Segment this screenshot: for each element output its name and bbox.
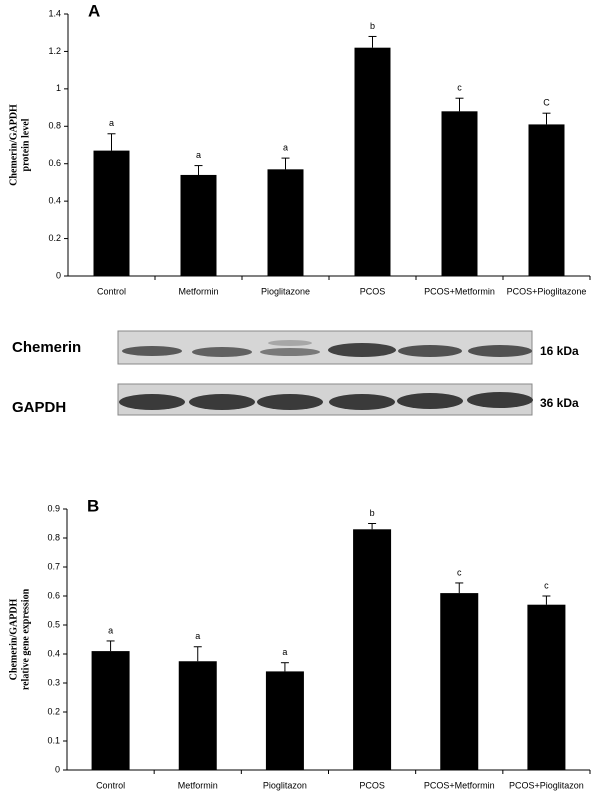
significance-letter: b [370, 21, 375, 31]
significance-letter: a [283, 142, 288, 152]
bar [353, 529, 392, 770]
bands [119, 340, 533, 410]
y-axis-label: Chemerin/GAPDH [8, 104, 19, 186]
y-tick-label: 0.7 [47, 561, 60, 571]
significance-letter: a [108, 625, 113, 635]
y-tick-label: 0.1 [47, 735, 60, 745]
y-tick-label: 0.2 [48, 233, 61, 243]
y-tick-label: 0.5 [47, 619, 60, 629]
bar [267, 169, 304, 276]
panel-label: B [87, 496, 99, 515]
y-tick-label: 0.4 [47, 648, 60, 658]
x-tick-label: PCOS+Metformin [424, 780, 495, 790]
x-tick-label: Pioglitazon [263, 780, 307, 790]
bar [178, 661, 217, 770]
blot-frame [117, 330, 533, 365]
bar [527, 604, 566, 770]
bar [265, 671, 304, 770]
bar [354, 47, 391, 276]
x-tick-label: PCOS [359, 780, 385, 790]
x-tick-label: PCOS+Metformin [424, 286, 495, 296]
bar [91, 651, 130, 770]
protein-label: GAPDH [12, 399, 66, 416]
y-axis-label: protein level [20, 118, 31, 171]
y-tick-label: 0.4 [48, 196, 61, 206]
bar [93, 150, 130, 276]
x-tick-label: PCOS+Pioglitazone [507, 286, 587, 296]
x-tick-label: Control [96, 780, 125, 790]
x-tick-label: Control [97, 286, 126, 296]
significance-letter: a [282, 647, 287, 657]
y-tick-label: 1.2 [48, 46, 61, 56]
size-label: 16 kDa [540, 344, 579, 358]
protein-label: Chemerin [12, 339, 81, 356]
significance-letter: a [196, 150, 201, 160]
x-tick-label: Pioglitazone [261, 286, 310, 296]
size-label: 36 kDa [540, 396, 579, 410]
x-tick-label: Metformin [178, 780, 218, 790]
significance-letter: b [370, 508, 375, 518]
y-tick-label: 0.2 [47, 706, 60, 716]
y-tick-label: 0.6 [47, 590, 60, 600]
y-tick-label: 0.6 [48, 158, 61, 168]
y-tick-label: 0.8 [47, 532, 60, 542]
y-axis-label: Chemerin/GAPDH [8, 598, 19, 680]
y-tick-label: 0.9 [47, 503, 60, 513]
y-tick-label: 0.3 [47, 677, 60, 687]
significance-letter: c [457, 567, 462, 577]
bar [440, 593, 479, 770]
y-tick-label: 0 [56, 270, 61, 280]
significance-letter: a [195, 631, 200, 641]
significance-letter: c [544, 580, 549, 590]
y-tick-label: 0 [55, 764, 60, 774]
significance-letter: c [457, 83, 462, 93]
y-axis-label: relative gene expression [20, 588, 31, 690]
x-tick-label: PCOS [360, 286, 386, 296]
x-tick-label: PCOS+Pioglitazon [509, 780, 584, 790]
panel-label: A [88, 1, 100, 20]
bar [441, 111, 478, 276]
western-blot: Chemerin GAPDH 16 kDa 36 kDa [12, 330, 579, 416]
significance-letter: a [109, 118, 114, 128]
bar [528, 124, 565, 277]
blot-frame [117, 383, 533, 416]
y-tick-label: 1 [56, 83, 61, 93]
y-tick-label: 1.4 [48, 8, 61, 18]
bar [180, 174, 217, 276]
x-tick-label: Metformin [178, 286, 218, 296]
significance-letter: C [543, 98, 550, 108]
y-tick-label: 0.8 [48, 121, 61, 131]
